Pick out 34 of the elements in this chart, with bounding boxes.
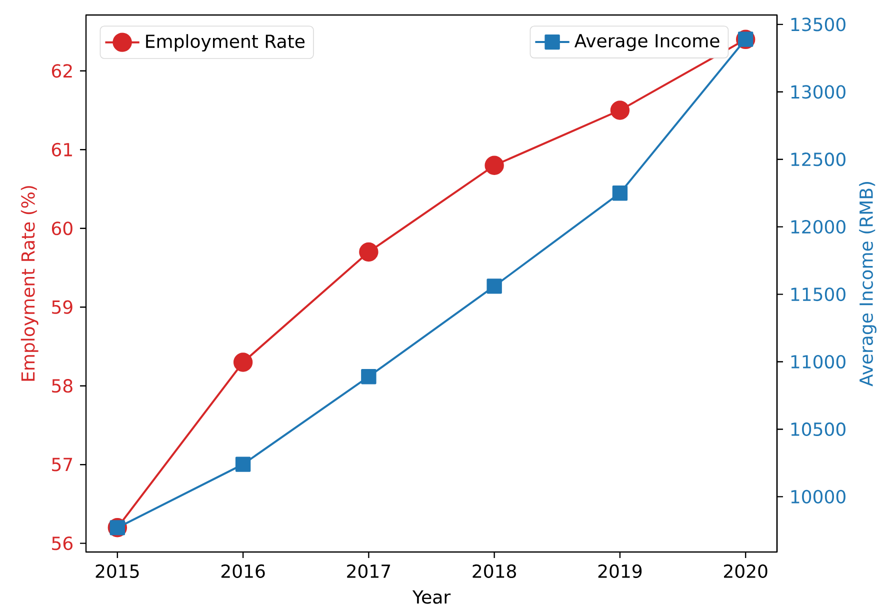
y2-tick-label: 11500 <box>791 287 846 302</box>
point <box>359 242 378 262</box>
y-tick-label: 56 <box>52 536 72 550</box>
y-tick-label: 59 <box>52 300 72 314</box>
y2-axis-title: Average Income (RMB) <box>859 182 876 386</box>
x-tick-label: 2017 <box>347 564 390 578</box>
y2-tick-label: 13000 <box>791 85 846 99</box>
y-axis-title: Employment Rate (%) <box>20 186 38 381</box>
y-tick-label: 58 <box>52 379 72 393</box>
y2-tick-label: 10500 <box>791 422 846 436</box>
y2-tick-label: 12000 <box>791 220 846 234</box>
point <box>233 352 253 372</box>
x-tick-label: 2015 <box>96 564 139 578</box>
x-tick-label: 2016 <box>221 564 265 578</box>
y2-tick-label: 13500 <box>791 18 846 32</box>
point <box>484 156 504 175</box>
y-tick-label: 61 <box>52 142 72 156</box>
point <box>486 278 502 294</box>
x-tick-label: 2018 <box>472 564 516 578</box>
legend-label: Average Income <box>574 34 720 51</box>
x-tick-label: 2019 <box>598 564 642 578</box>
y2-tick-label: 11000 <box>791 354 846 369</box>
x-tick-label: 2020 <box>724 564 768 578</box>
y-tick-label: 57 <box>52 458 72 472</box>
y-tick-label: 62 <box>52 64 72 78</box>
x-axis-title: Year <box>412 590 451 604</box>
point <box>612 185 628 201</box>
y2-tick-label: 12500 <box>791 152 846 166</box>
point <box>235 456 251 472</box>
y2-tick-label: 10000 <box>791 490 846 504</box>
y-tick-label: 60 <box>52 222 72 236</box>
legend-label: Employment Rate <box>146 34 305 52</box>
point <box>361 368 376 384</box>
point <box>610 100 630 120</box>
